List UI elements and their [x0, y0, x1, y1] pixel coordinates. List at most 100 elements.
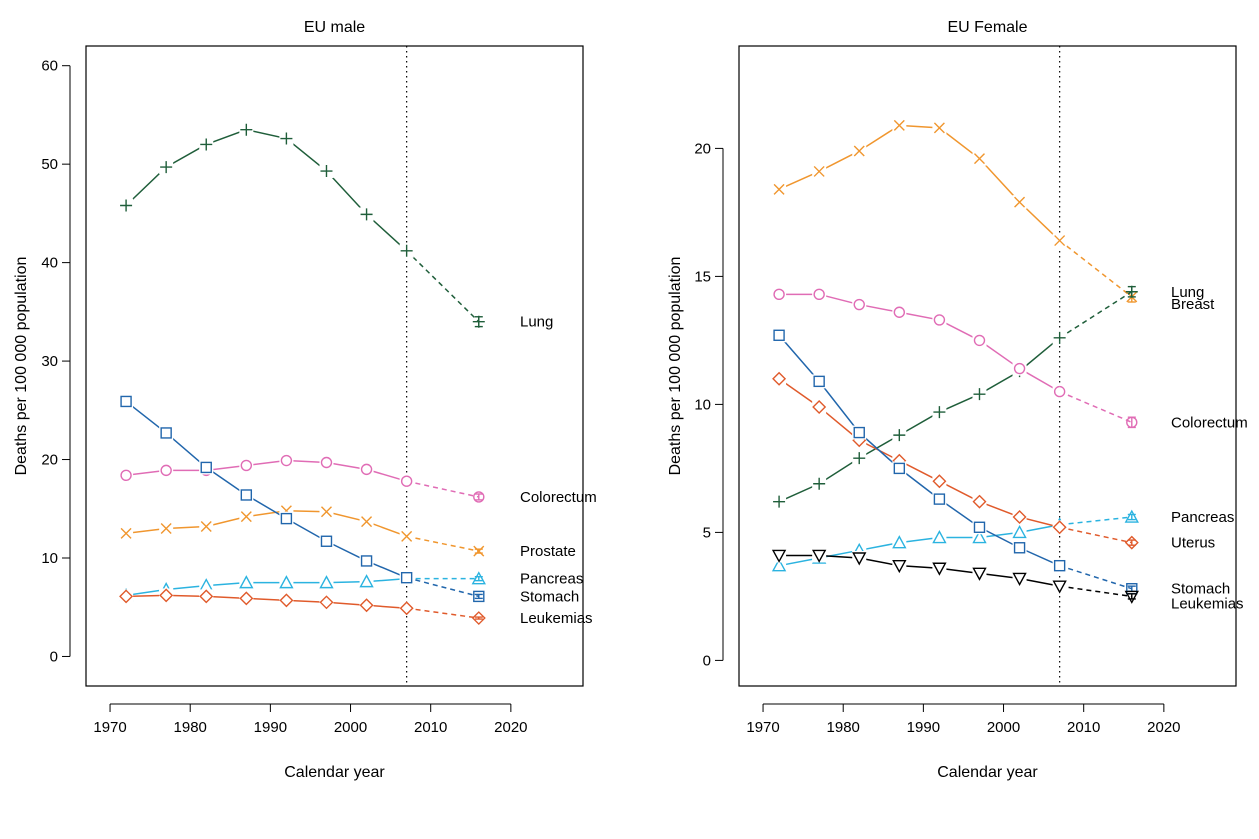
- series-uterus: Uterus: [772, 371, 1215, 552]
- data-point: [1053, 559, 1066, 572]
- prediction-point: [471, 571, 486, 585]
- series-lung: Lung: [119, 122, 553, 331]
- marker-knockout: [239, 575, 254, 590]
- data-point: [360, 555, 373, 567]
- data-point: [120, 395, 132, 408]
- data-point: [1012, 572, 1027, 586]
- data-point: [1012, 510, 1027, 525]
- data-point: [892, 535, 907, 549]
- data-point: [361, 516, 373, 528]
- marker-knockout: [932, 561, 947, 576]
- data-point: [853, 298, 865, 311]
- marker-knockout: [119, 394, 134, 409]
- data-point: [280, 512, 293, 525]
- prediction-point: [1124, 535, 1139, 550]
- chart-title: EU Female: [947, 19, 1027, 36]
- y-tick-label: 40: [41, 255, 58, 272]
- series-label: Colorectum: [1171, 414, 1248, 431]
- marker-knockout: [199, 589, 214, 604]
- series-label: Leukemias: [520, 610, 593, 627]
- series-label: Stomach: [520, 588, 579, 605]
- data-point: [932, 562, 947, 576]
- data-point: [1053, 385, 1066, 398]
- plot-frame: [738, 45, 1237, 687]
- prediction-point: [471, 611, 486, 626]
- marker-knockout: [279, 575, 294, 590]
- chart-title: EU male: [304, 19, 365, 36]
- series-label: Stomach: [1171, 581, 1230, 598]
- data-point: [160, 427, 172, 439]
- marker-knockout: [932, 492, 947, 507]
- data-point: [401, 530, 413, 542]
- marker-knockout: [359, 574, 374, 589]
- series-label: Lung: [1171, 284, 1204, 301]
- data-point: [160, 161, 173, 174]
- data-point: [1053, 331, 1066, 344]
- marker-knockout: [399, 601, 414, 616]
- marker-knockout: [119, 589, 134, 604]
- data-point: [973, 334, 986, 347]
- prediction-line: [1059, 564, 1133, 590]
- data-point: [933, 493, 946, 505]
- x-tick-label: 2000: [334, 719, 367, 736]
- data-point: [200, 461, 212, 474]
- series-label: Prostate: [520, 543, 576, 560]
- data-point: [240, 123, 253, 136]
- marker-knockout: [892, 558, 907, 573]
- marker-knockout: [812, 399, 827, 414]
- data-point: [813, 477, 826, 490]
- x-axis-label: Calendar year: [937, 764, 1038, 781]
- data-point: [240, 489, 253, 501]
- data-point: [771, 549, 787, 563]
- x-tick-label: 2010: [1067, 719, 1100, 736]
- data-point: [280, 132, 293, 145]
- marker-knockout: [892, 535, 907, 550]
- y-tick-label: 20: [694, 140, 711, 157]
- data-point: [1013, 542, 1026, 554]
- data-point: [773, 288, 785, 301]
- y-tick-label: 15: [694, 268, 711, 285]
- data-point: [893, 119, 905, 131]
- x-tick-label: 2020: [1147, 719, 1180, 736]
- data-point: [120, 469, 132, 481]
- y-tick-label: 5: [703, 524, 711, 541]
- data-point: [853, 145, 865, 157]
- marker-knockout: [199, 578, 214, 593]
- data-point: [1052, 520, 1067, 535]
- data-point: [320, 535, 333, 547]
- marker-knockout: [932, 530, 947, 545]
- data-point: [1054, 235, 1066, 247]
- x-tick-label: 1980: [174, 719, 207, 736]
- data-point: [359, 598, 374, 613]
- marker-knockout: [972, 566, 987, 581]
- data-point: [400, 244, 413, 257]
- marker-knockout: [772, 371, 787, 386]
- data-point: [1014, 196, 1026, 208]
- marker-knockout: [812, 548, 827, 563]
- marker-knockout: [892, 461, 907, 476]
- prediction-point: [1126, 416, 1138, 429]
- data-point: [240, 511, 252, 523]
- prediction-point: [1125, 285, 1138, 298]
- data-point: [160, 464, 172, 477]
- series-label: Pancreas: [520, 571, 583, 588]
- data-point: [240, 459, 253, 472]
- data-point: [199, 589, 214, 604]
- data-point: [853, 426, 865, 439]
- data-point: [973, 521, 986, 533]
- data-point: [1013, 362, 1026, 375]
- series-leukemias: Leukemias: [119, 588, 593, 627]
- data-point: [360, 463, 373, 476]
- data-point: [320, 506, 332, 518]
- series-lung: Lung: [772, 284, 1204, 509]
- data-point: [1052, 580, 1067, 594]
- series-line: [778, 124, 1061, 242]
- data-point: [773, 495, 786, 508]
- prediction-point: [473, 545, 485, 557]
- series-label: Colorectum: [520, 489, 597, 506]
- data-point: [811, 549, 827, 563]
- marker-knockout: [972, 494, 987, 509]
- x-axis-label: Calendar year: [284, 764, 385, 781]
- prediction-line: [1059, 239, 1133, 298]
- marker-knockout: [1012, 540, 1027, 555]
